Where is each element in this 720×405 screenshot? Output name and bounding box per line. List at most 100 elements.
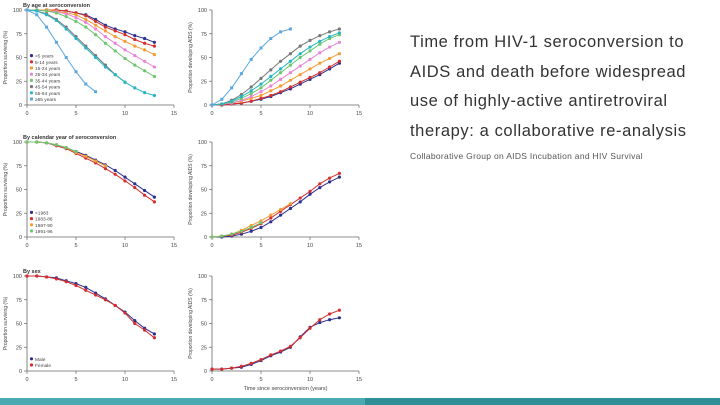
data-point xyxy=(259,96,263,100)
series-line xyxy=(27,141,155,203)
data-point xyxy=(152,200,156,204)
data-point xyxy=(249,94,253,99)
data-point xyxy=(279,84,283,88)
series-line xyxy=(211,222,262,238)
legend-label: Female xyxy=(35,363,51,369)
x-tick-label: 15 xyxy=(171,243,177,249)
data-point xyxy=(269,93,273,98)
chart-panel-2: 0 25 50 75 100 0 5 10 15 Proportion developing AI… xyxy=(188,8,362,117)
data-point xyxy=(337,59,341,63)
data-point xyxy=(259,358,263,362)
data-point xyxy=(259,90,263,94)
data-point xyxy=(25,140,29,144)
x-tick-label: 10 xyxy=(307,243,313,249)
data-point xyxy=(84,25,88,29)
data-point xyxy=(94,90,98,94)
data-point xyxy=(74,13,78,17)
bottom-accent-bar-left xyxy=(0,398,365,405)
data-point xyxy=(45,25,49,29)
x-tick-label: 5 xyxy=(259,243,262,249)
x-tick-label: 15 xyxy=(356,111,362,117)
data-point xyxy=(35,274,39,278)
data-point xyxy=(113,303,117,308)
y-axis-label: Proportion surviving (%) xyxy=(3,296,9,350)
series-line xyxy=(211,28,340,106)
series-line xyxy=(211,172,340,238)
legend-marker xyxy=(29,54,34,58)
series-line xyxy=(212,60,340,106)
data-point xyxy=(337,316,341,320)
y-tick-label: 25 xyxy=(16,79,22,85)
panel-title: By age at seroconversion xyxy=(23,3,91,9)
data-point xyxy=(298,200,302,204)
data-point xyxy=(123,30,127,34)
legend-label: 1991-96 xyxy=(35,229,53,235)
data-point xyxy=(94,27,98,31)
data-point xyxy=(210,367,214,371)
data-point xyxy=(74,70,78,74)
legend-label: Male xyxy=(35,357,46,363)
data-point xyxy=(113,35,117,39)
data-point xyxy=(249,361,253,365)
data-point xyxy=(239,229,243,233)
data-point xyxy=(259,82,263,86)
data-point xyxy=(143,91,147,95)
data-point xyxy=(230,366,234,370)
data-point xyxy=(288,59,292,63)
x-tick-label: 10 xyxy=(307,377,313,383)
data-point xyxy=(279,77,283,81)
data-point xyxy=(152,332,156,336)
data-point xyxy=(143,41,147,45)
data-point xyxy=(84,14,88,18)
data-point xyxy=(269,37,273,40)
data-point xyxy=(259,76,263,80)
data-point xyxy=(288,202,292,206)
legend-label: 55-64 years xyxy=(35,91,61,97)
data-point xyxy=(269,353,273,357)
y-tick-label: 100 xyxy=(13,274,22,280)
data-point xyxy=(74,283,78,288)
y-tick-label: 25 xyxy=(201,211,207,217)
legend-marker xyxy=(29,85,34,89)
x-tick-label: 15 xyxy=(171,111,177,117)
data-point xyxy=(279,67,283,71)
data-point xyxy=(35,9,39,13)
data-point xyxy=(279,90,283,94)
chart-panel-5: 0 25 50 75 100 0 5 10 15 By sex Proportion survivi… xyxy=(3,269,177,383)
data-point xyxy=(239,364,243,368)
data-point xyxy=(249,85,253,89)
x-tick-label: 0 xyxy=(210,243,213,249)
data-point xyxy=(133,54,137,58)
data-point xyxy=(35,13,39,17)
series-4 xyxy=(210,221,263,239)
data-point xyxy=(298,52,302,56)
data-point xyxy=(113,49,117,53)
title-line-4: therapy: a collaborative re-analysis xyxy=(410,121,687,140)
y-tick-label: 100 xyxy=(198,8,207,14)
data-point xyxy=(308,326,312,330)
chart-panel-6: 0 25 50 75 100 0 5 10 15 Proportion developing AI… xyxy=(188,274,362,392)
y-tick-label: 75 xyxy=(16,164,22,170)
x-tick-label: 0 xyxy=(210,377,213,383)
series-2 xyxy=(25,274,156,340)
data-point xyxy=(279,213,283,217)
data-point xyxy=(249,229,253,233)
legend-label: 1987-90 xyxy=(35,223,53,229)
data-point xyxy=(143,59,147,63)
data-point xyxy=(328,65,332,69)
y-tick-label: 50 xyxy=(16,188,22,194)
data-point xyxy=(123,39,127,43)
y-tick-label: 100 xyxy=(13,8,22,14)
legend-label: 15-24 years xyxy=(35,66,61,72)
data-point xyxy=(103,25,107,29)
y-tick-label: 50 xyxy=(16,56,22,62)
y-tick-label: 25 xyxy=(201,345,207,351)
data-point xyxy=(84,154,88,158)
panel-title: By calendar year of seroconversion xyxy=(23,135,117,141)
data-point xyxy=(328,45,332,49)
title-line-3: use of highly-active antiretroviral xyxy=(410,92,668,110)
data-point xyxy=(133,86,137,90)
x-tick-label: 10 xyxy=(122,111,128,117)
